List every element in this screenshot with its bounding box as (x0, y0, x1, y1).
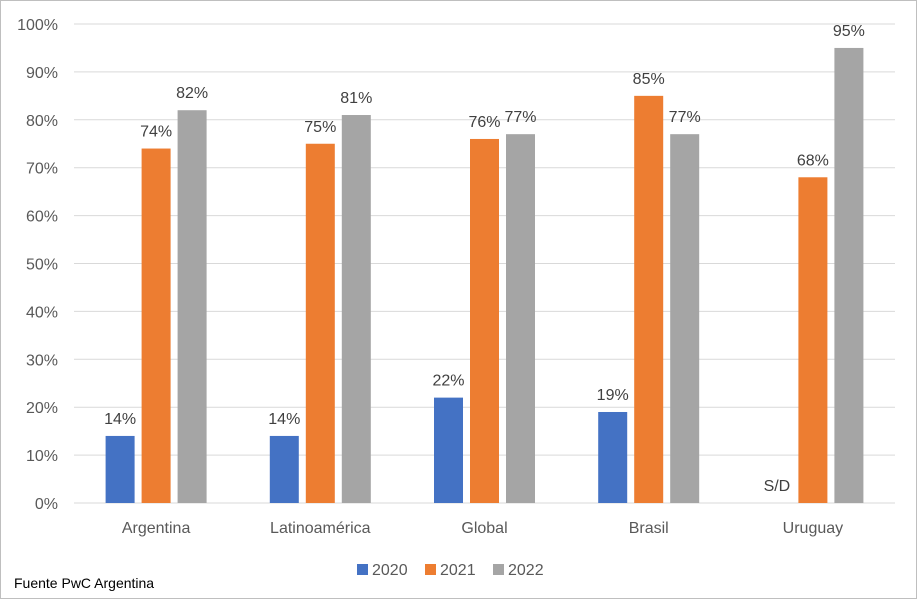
y-tick-label: 30% (26, 352, 58, 369)
y-tick-label: 0% (35, 496, 58, 513)
data-label: 14% (104, 411, 136, 428)
bar (834, 47, 864, 503)
legend-label: 2021 (440, 562, 476, 579)
legend-label: 2022 (508, 562, 544, 579)
x-category-label: Latinoamérica (270, 520, 371, 537)
bar (434, 397, 463, 503)
bar (269, 435, 299, 503)
data-label: 95% (833, 23, 865, 40)
legend-swatch (357, 564, 368, 575)
y-tick-label: 90% (26, 65, 58, 82)
legend-label: 2020 (372, 562, 408, 579)
bar (305, 143, 335, 503)
bar (670, 134, 700, 504)
bar (798, 177, 828, 503)
bar (470, 138, 499, 503)
data-label: 81% (340, 90, 372, 107)
x-category-label: Brasil (629, 520, 669, 537)
data-label: 14% (268, 411, 300, 428)
y-tick-label: 80% (26, 113, 58, 130)
data-label: 68% (797, 152, 829, 169)
source-note: Fuente PwC Argentina (14, 575, 155, 591)
y-tick-label: 20% (26, 400, 58, 417)
data-label: S/D (764, 478, 791, 495)
y-tick-label: 60% (26, 209, 58, 226)
data-label: 85% (633, 71, 665, 88)
y-tick-label: 50% (26, 257, 58, 274)
bar (634, 95, 664, 503)
y-tick-label: 70% (26, 161, 58, 178)
data-label: 22% (432, 373, 464, 390)
x-category-label: Global (461, 520, 507, 537)
legend-swatch (425, 564, 436, 575)
y-tick-label: 10% (26, 448, 58, 465)
bar (506, 134, 535, 504)
x-category-label: Uruguay (783, 520, 843, 537)
bar (598, 411, 628, 503)
bar (105, 435, 135, 503)
data-label: 77% (669, 109, 701, 126)
data-label: 76% (468, 114, 500, 131)
y-tick-label: 40% (26, 304, 58, 321)
legend-swatch (493, 564, 504, 575)
bar (141, 148, 171, 504)
x-category-label: Argentina (122, 520, 191, 537)
data-label: 75% (304, 119, 336, 136)
bar (177, 110, 207, 503)
y-tick-label: 100% (17, 17, 58, 34)
bar (341, 115, 371, 503)
data-label: 82% (176, 85, 208, 102)
data-label: 77% (504, 109, 536, 126)
data-label: 19% (597, 387, 629, 404)
data-label: 74% (140, 124, 172, 141)
